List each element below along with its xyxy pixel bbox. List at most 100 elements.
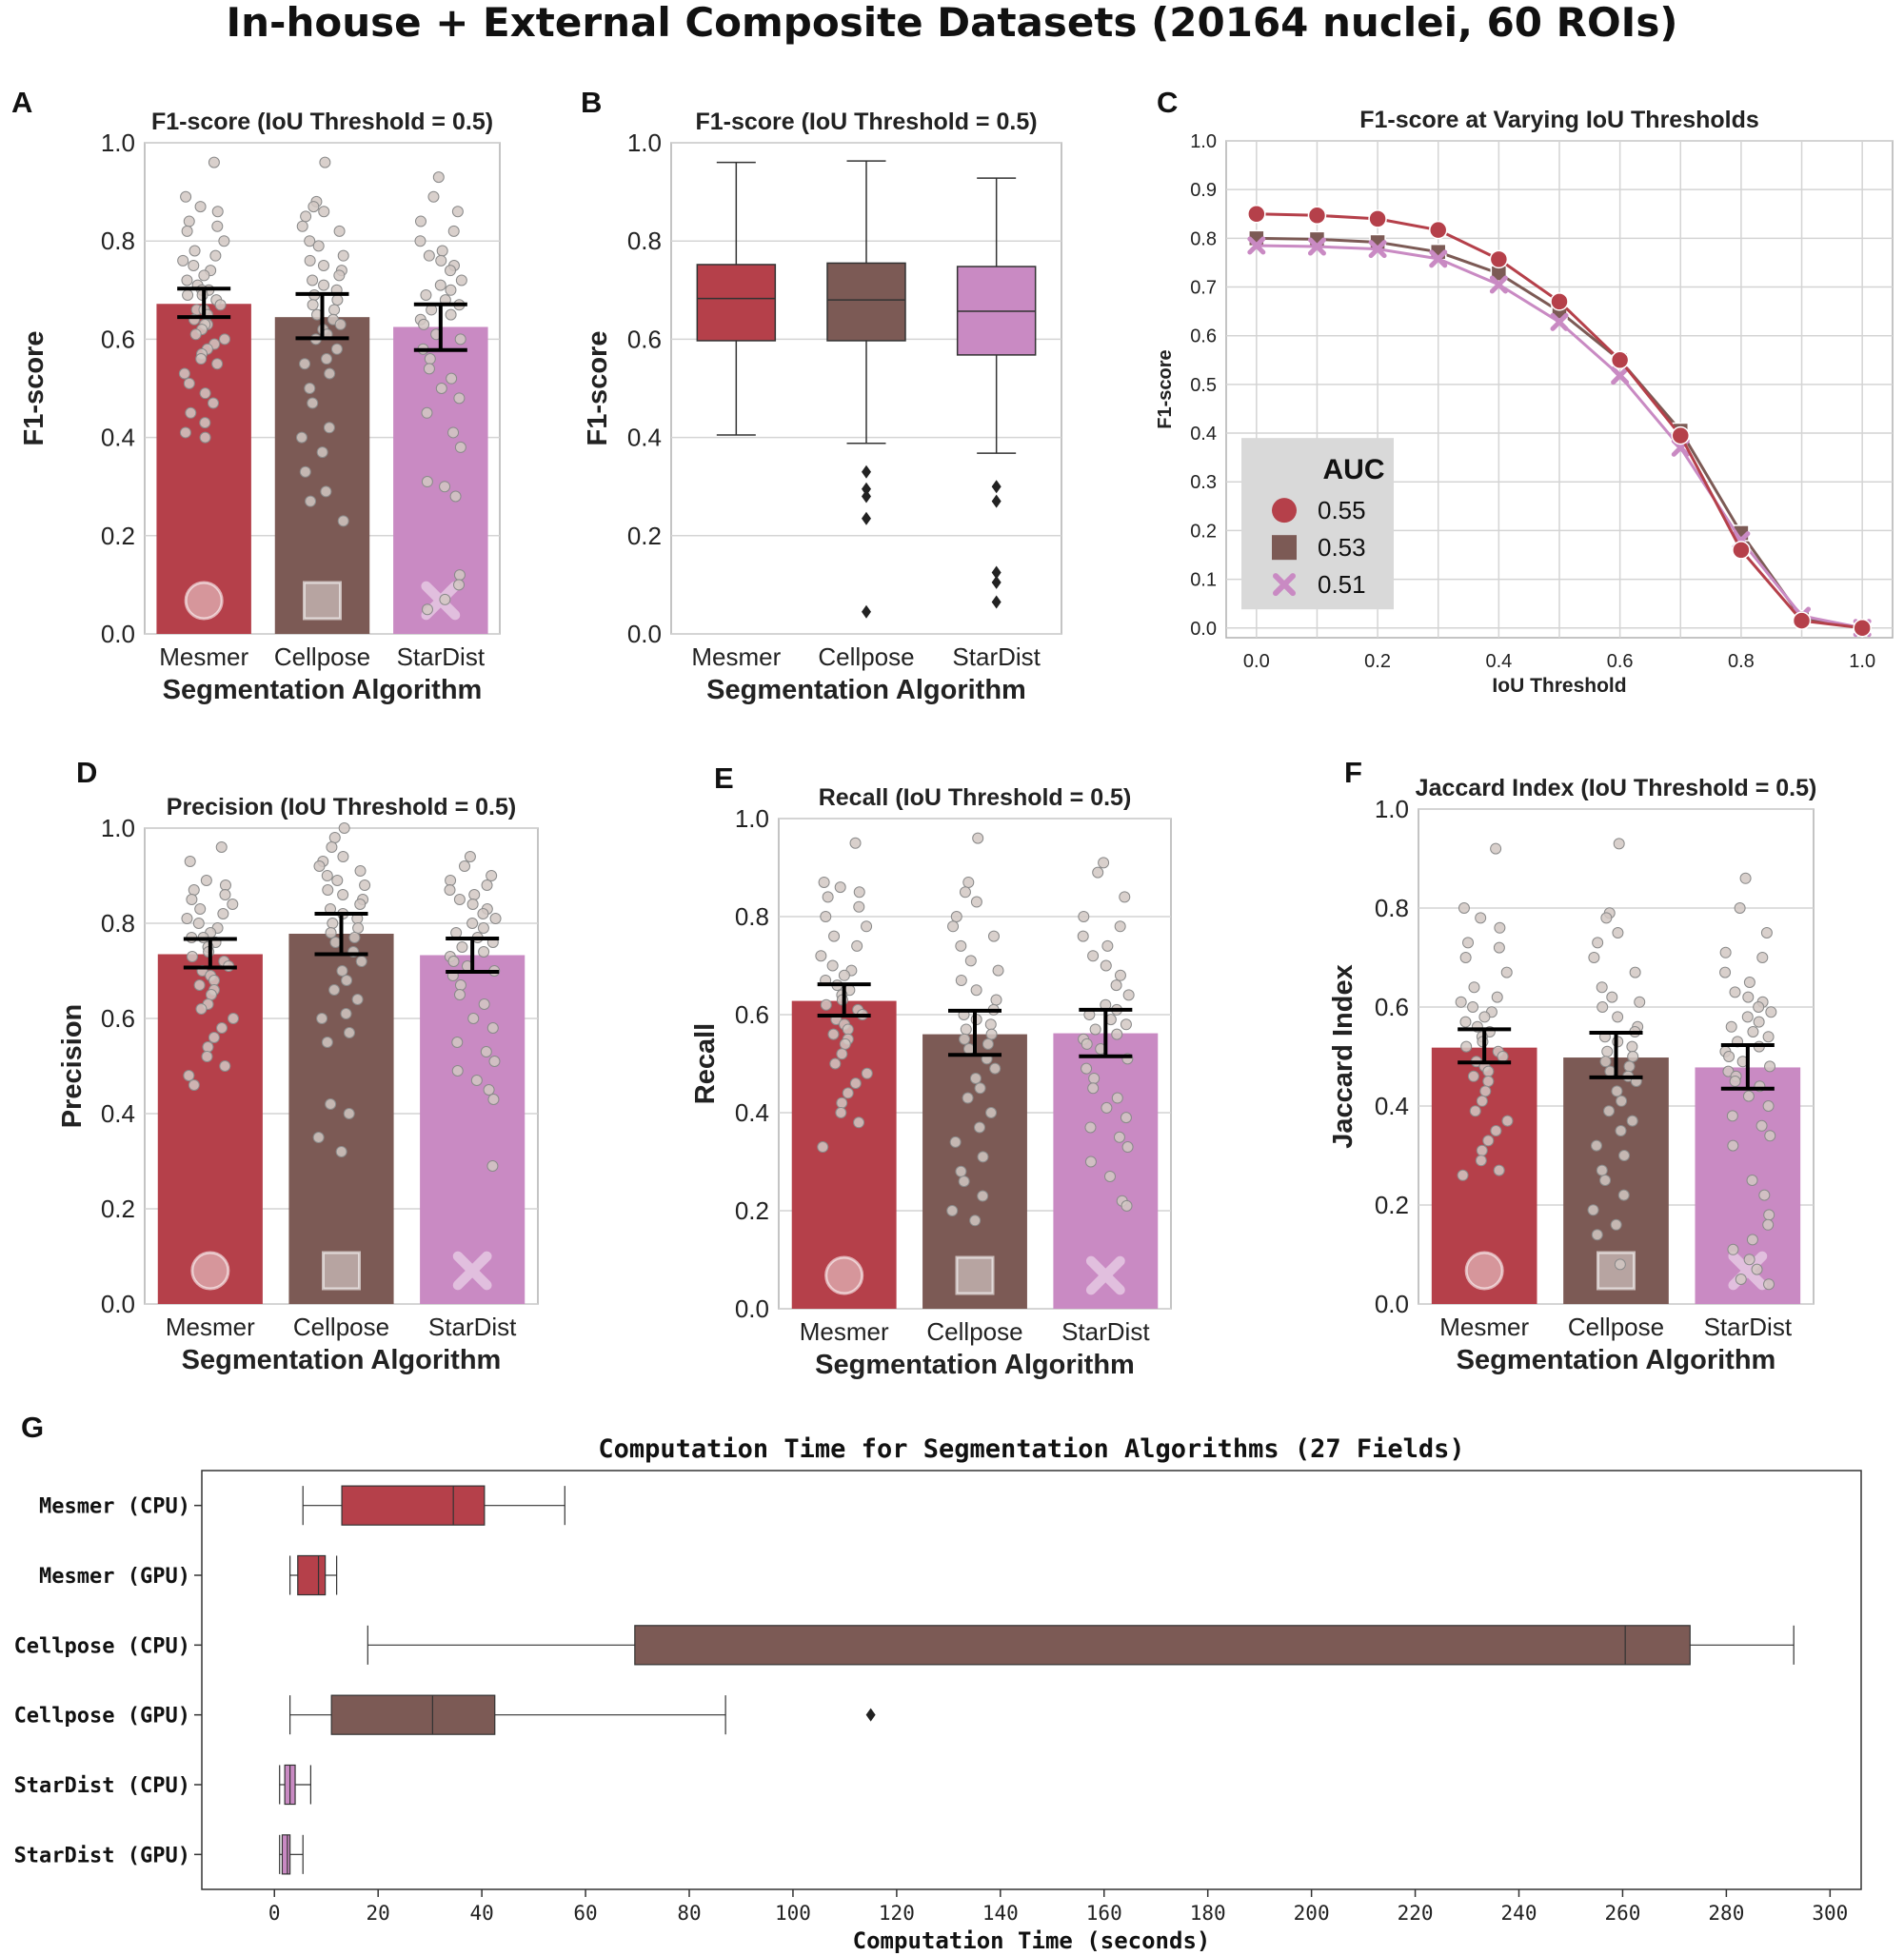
series-point [1247,236,1266,255]
data-point [299,358,311,370]
data-point [181,913,193,924]
y-category-label: Mesmer (CPU) [39,1495,190,1519]
data-point [188,245,201,257]
data-point [1626,1040,1638,1053]
data-point [1590,1139,1602,1152]
data-point [305,495,317,507]
panel-f-jaccard-bar-chart: 0.0 0.2 0.4 0.6 0.8 1.0 Mesmer Cellpose StarDist… [1328,756,1816,1375]
data-point [444,884,456,896]
data-point [955,974,967,986]
data-point [209,249,222,262]
time-box [634,1625,1691,1666]
data-point [835,1107,847,1118]
x-tick-label: 20 [367,1902,390,1925]
x-tick-label: Mesmer [166,1313,255,1341]
data-point [481,879,493,891]
data-point [1596,981,1608,994]
y-tick-label: 1.0 [1375,795,1409,823]
legend-box [1241,438,1394,610]
data-point [318,206,330,218]
y-tick-label: 0.4 [101,1099,135,1128]
data-point [466,899,479,910]
data-point [1497,1051,1509,1062]
y-tick-label: 0.5 [1190,375,1217,396]
x-tick-label: Cellpose [926,1317,1022,1346]
data-point [334,318,347,330]
data-point [200,875,212,886]
data-point [1468,981,1480,994]
data-point [1719,946,1732,958]
data-point [421,406,433,419]
y-tick-label: 0.2 [1190,521,1217,542]
data-point [421,476,433,488]
data-point [1753,1016,1765,1028]
data-point [295,431,307,444]
data-point [836,1097,848,1109]
data-point [1610,1218,1622,1231]
data-point [1613,838,1625,850]
y-tick-label: 0.4 [1375,1092,1409,1120]
x-tick-label: Cellpose [818,642,914,671]
data-point [1618,1150,1631,1161]
data-point [432,171,445,184]
data-point [1113,1131,1125,1143]
data-point [319,156,331,168]
data-point [1739,872,1752,884]
data-point [192,918,205,929]
bar-marker-x-icon [452,1251,492,1291]
chart-title: Computation Time for Segmentation Algori… [598,1434,1464,1464]
data-point [992,964,1004,977]
data-point [1747,1026,1759,1037]
x-tick-label: Mesmer [159,642,248,671]
y-tick-label: 0.2 [627,522,662,550]
legend-x-icon [1273,573,1296,597]
panel-letter: G [21,1411,44,1444]
data-point [214,299,227,311]
data-point [1765,1006,1777,1018]
series-point [1853,619,1872,638]
outlier-point [862,489,871,504]
y-category-label: Cellpose (CPU) [14,1634,190,1658]
data-point [337,249,349,262]
data-point [1081,1037,1093,1050]
y-tick-label: 0.6 [627,325,662,353]
data-point [829,1057,842,1070]
data-point [435,254,447,267]
legend-entry-auc: 0.51 [1318,570,1366,599]
x-axis-label: Segmentation Algorithm [815,1350,1135,1380]
data-point [827,1028,840,1040]
data-point [1592,937,1604,949]
bar-stardist [1053,1033,1159,1309]
data-point [962,1092,974,1104]
data-point [1762,1218,1775,1231]
data-point [1122,989,1135,1001]
data-point [1459,952,1472,963]
data-point [1763,1209,1775,1221]
data-point [1500,966,1513,978]
data-point [453,989,466,1000]
data-point [328,832,341,843]
data-point [427,190,440,203]
data-point [181,274,193,286]
data-point [198,269,210,282]
chart-title: Jaccard Index (IoU Threshold = 0.5) [1416,775,1817,801]
chart-title: Precision (IoU Threshold = 0.5) [167,794,516,820]
y-tick-label: 0.8 [1190,228,1217,249]
time-box [330,1694,496,1735]
data-point [183,1070,195,1081]
data-point [327,918,339,929]
data-point [208,975,220,986]
data-point [1462,937,1475,949]
bar-mesmer [157,954,263,1304]
data-point [1762,1031,1775,1043]
data-point [320,485,332,498]
data-point [447,956,460,967]
x-tick-label: Cellpose [293,1313,389,1341]
data-point [312,240,325,252]
data-point [1741,1011,1754,1023]
data-point [189,328,202,341]
data-point [447,426,460,439]
data-point [838,969,850,981]
bar-cellpose [288,934,394,1304]
data-point [985,1107,998,1118]
